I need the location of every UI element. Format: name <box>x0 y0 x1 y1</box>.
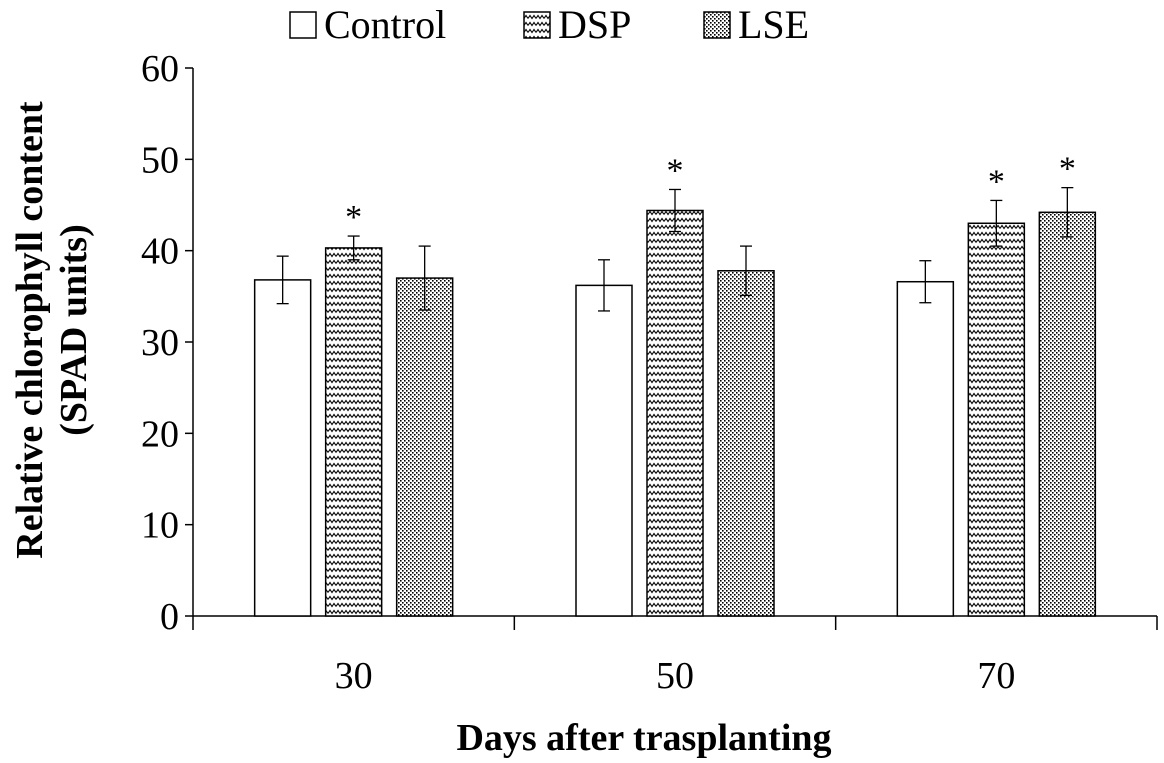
x-tick-label: 50 <box>656 655 694 697</box>
y-tick-label: 50 <box>141 139 179 181</box>
y-tick-label: 10 <box>141 505 179 547</box>
y-tick-label: 0 <box>160 596 179 638</box>
bar-control-50 <box>575 284 633 617</box>
bar-lse-70 <box>1038 211 1097 617</box>
legend: Control DSP LSE <box>289 2 809 47</box>
y-tick-label: 20 <box>141 413 179 455</box>
y-ticks: 0 10 20 30 40 50 60 <box>141 48 193 638</box>
bar-control-30 <box>253 279 312 617</box>
y-tick-label: 40 <box>141 231 179 273</box>
legend-label-lse: LSE <box>738 2 809 47</box>
x-tick-label: 30 <box>335 655 373 697</box>
legend-swatch-dsp <box>523 11 551 39</box>
bar-dsp-30 <box>324 247 383 617</box>
legend-label-dsp: DSP <box>558 2 631 47</box>
x-ticks: 30 50 70 <box>192 616 1158 697</box>
bar-lse-50 <box>717 270 775 617</box>
bar-control-70 <box>896 280 955 617</box>
significance-marker: * <box>1059 151 1076 188</box>
legend-label-control: Control <box>324 2 446 47</box>
x-axis-title: Days after trasplanting <box>456 717 831 759</box>
x-tick-label: 70 <box>977 655 1015 697</box>
bars: * * * * <box>253 151 1097 617</box>
legend-swatch-control <box>289 11 317 39</box>
significance-marker: * <box>667 152 684 189</box>
significance-marker: * <box>345 199 362 236</box>
y-tick-label: 60 <box>141 48 179 90</box>
y-axis-title-line-2: (SPAD units) <box>53 224 95 436</box>
y-tick-label: 30 <box>141 322 179 364</box>
bar-dsp-50 <box>646 209 704 617</box>
bar-lse-30 <box>395 277 454 617</box>
y-axis-title-line-1: Relative chlorophyll content <box>9 101 51 559</box>
significance-marker: * <box>988 163 1005 200</box>
legend-swatch-lse <box>703 11 731 39</box>
bar-dsp-70 <box>967 222 1026 617</box>
